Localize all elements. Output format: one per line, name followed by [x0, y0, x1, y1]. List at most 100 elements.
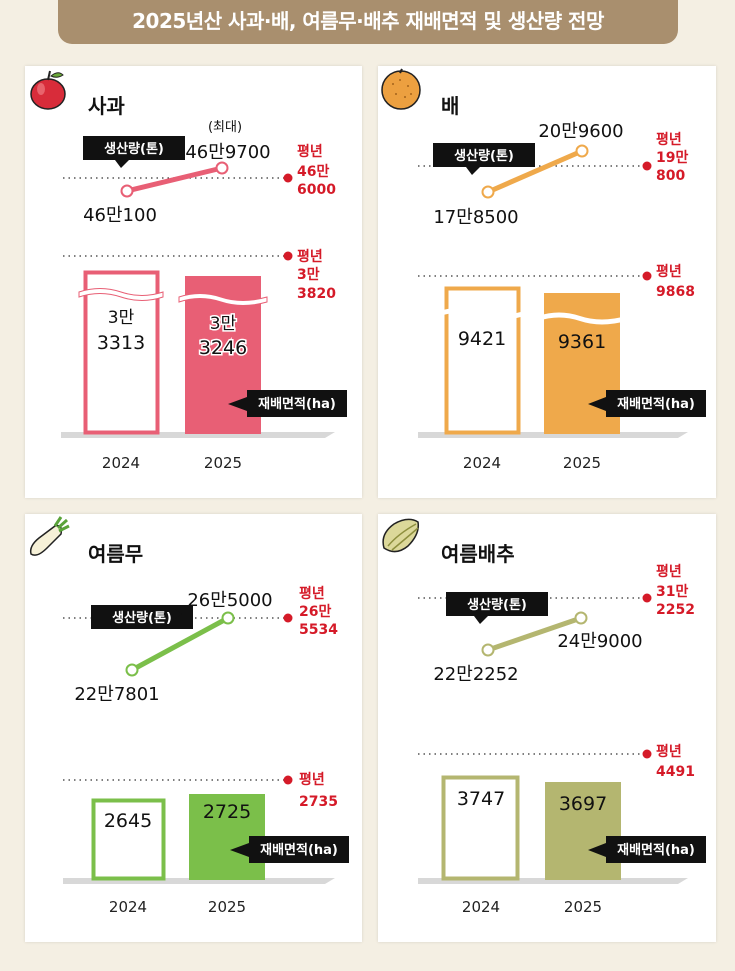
avg-value-line1: 2735 — [299, 794, 338, 810]
radish-icon — [29, 516, 70, 556]
production-point-2025 — [215, 161, 229, 175]
panel-radish: 여름무 평년 26만 5534 생산량(톤) 22만7801 26만5000 평… — [25, 514, 362, 942]
axis-break-2025 — [538, 312, 626, 325]
avg-label: 평년 — [656, 743, 682, 760]
avg-value-line2: 800 — [656, 168, 685, 184]
x-label-2025: 2025 — [564, 898, 602, 916]
avg-value-line1: 3만 — [297, 267, 320, 283]
chart-decoration — [407, 85, 409, 87]
production-value-2024: 22만7801 — [74, 684, 159, 705]
avg-dot-area — [283, 251, 293, 261]
chart-pear: 평년 19만 800 생산량(톤) 17만8500 20만9600 평년 986… — [418, 121, 706, 472]
area-value-2024: 9421 — [458, 328, 506, 350]
avg-dot-area — [283, 775, 293, 785]
avg-value-line2: 2252 — [656, 602, 695, 618]
production-value-2025: 24만9000 — [557, 631, 642, 652]
avg-value-line1: 26만 — [299, 604, 331, 620]
axis-break-2024 — [78, 288, 164, 301]
area-value-2025: 3697 — [559, 793, 607, 815]
area-bar-2024 — [91, 798, 166, 881]
x-label-2024: 2024 — [462, 898, 500, 916]
x-label-2025: 2025 — [208, 898, 246, 916]
area-label: 재배면적(ha) — [260, 842, 338, 858]
area-value-2025: 2725 — [203, 801, 251, 823]
area-value-2024-line2: 3313 — [97, 332, 145, 354]
avg-label: 평년 — [297, 143, 323, 160]
production-callout — [83, 136, 185, 160]
production-value-2024: 22만2252 — [433, 664, 518, 685]
production-callout — [446, 592, 548, 616]
x-label-2025: 2025 — [204, 454, 242, 472]
chart-decoration — [115, 160, 129, 168]
avg-value-line2: 5534 — [299, 622, 338, 638]
area-bar-2025 — [545, 782, 621, 880]
avg-value-line1: 31만 — [656, 584, 688, 600]
panel-cabbage: 여름배추 평년 31만 2252 생산량(톤) 22만2252 24만9000 … — [378, 514, 716, 942]
chart-radish: 평년 26만 5534 생산량(톤) 22만7801 26만5000 평년 27… — [63, 585, 349, 916]
chart-decoration — [399, 79, 401, 81]
production-label: 생산량(톤) — [104, 141, 164, 157]
panel-title: 여름무 — [88, 542, 144, 566]
chart-decoration — [230, 843, 249, 857]
production-line — [126, 165, 223, 194]
area-callout — [606, 836, 706, 863]
chart-decoration — [410, 93, 412, 95]
area-label: 재배면적(ha) — [617, 842, 695, 858]
chart-decoration — [395, 93, 397, 95]
x-label-2024: 2024 — [102, 454, 140, 472]
avg-label: 평년 — [299, 585, 325, 602]
panel-title: 사과 — [88, 94, 125, 118]
chart-decoration — [588, 397, 606, 411]
production-point-2024 — [481, 185, 495, 199]
avg-label: 평년 — [299, 771, 325, 788]
avg-dot-area — [642, 749, 652, 759]
area-callout — [606, 390, 706, 417]
avg-dot-production — [283, 173, 293, 183]
area-value-2025-line2: 3246 — [199, 337, 247, 359]
avg-label: 평년 — [656, 263, 682, 280]
chart-decoration — [466, 167, 480, 175]
area-value-2025: 9361 — [558, 331, 606, 353]
production-label: 생산량(톤) — [467, 597, 527, 613]
avg-value-line1: 4491 — [656, 764, 695, 780]
panel-title: 여름배추 — [441, 542, 515, 566]
production-point-2025 — [221, 611, 235, 625]
chart-decoration — [399, 68, 403, 74]
chart-apple: 평년 46만 6000 생산량(톤) 46만100 (최대) 46만9700 평… — [61, 120, 347, 472]
production-line — [130, 615, 230, 673]
production-point-2025 — [574, 611, 588, 625]
x-label-2024: 2024 — [463, 454, 501, 472]
chart-decoration — [387, 523, 419, 551]
area-bar-2024 — [441, 775, 520, 881]
area-value-2024: 2645 — [104, 810, 152, 832]
avg-dot-production — [642, 161, 652, 171]
avg-value-line1: 19만 — [656, 150, 688, 166]
chart-decoration — [474, 616, 488, 624]
avg-label: 평년 — [656, 131, 682, 148]
avg-value-line1: 9868 — [656, 284, 695, 300]
avg-value-line2: 3820 — [297, 286, 336, 302]
production-point-2025 — [575, 144, 589, 158]
area-value-2024-line1: 3만 — [108, 308, 135, 328]
panel-title: 배 — [441, 94, 460, 118]
chart-decoration — [404, 96, 406, 98]
production-value-2024: 17만8500 — [433, 207, 518, 228]
production-line — [487, 615, 582, 653]
production-value-2025: 26만5000 — [187, 590, 272, 611]
production-callout — [433, 143, 535, 167]
production-point-2024 — [481, 643, 495, 657]
pear-icon — [381, 68, 421, 110]
cabbage-icon — [382, 518, 420, 553]
panel-pear: 배 평년 19만 800 생산량(톤) 17만8500 20만9600 평년 9… — [378, 66, 716, 498]
x-label-2024: 2024 — [109, 898, 147, 916]
production-value-2025: 20만9600 — [538, 121, 623, 142]
area-label: 재배면적(ha) — [617, 396, 695, 412]
avg-dot-production — [642, 593, 652, 603]
area-label: 재배면적(ha) — [258, 396, 336, 412]
x-label-2025: 2025 — [563, 454, 601, 472]
avg-dot-production — [283, 613, 293, 623]
chart-decoration — [53, 516, 70, 533]
chart-cabbage: 평년 31만 2252 생산량(톤) 22만2252 24만9000 평년 44… — [418, 563, 706, 916]
chart-decoration — [588, 843, 606, 857]
area-value-2025-line1: 3만 — [210, 314, 237, 334]
